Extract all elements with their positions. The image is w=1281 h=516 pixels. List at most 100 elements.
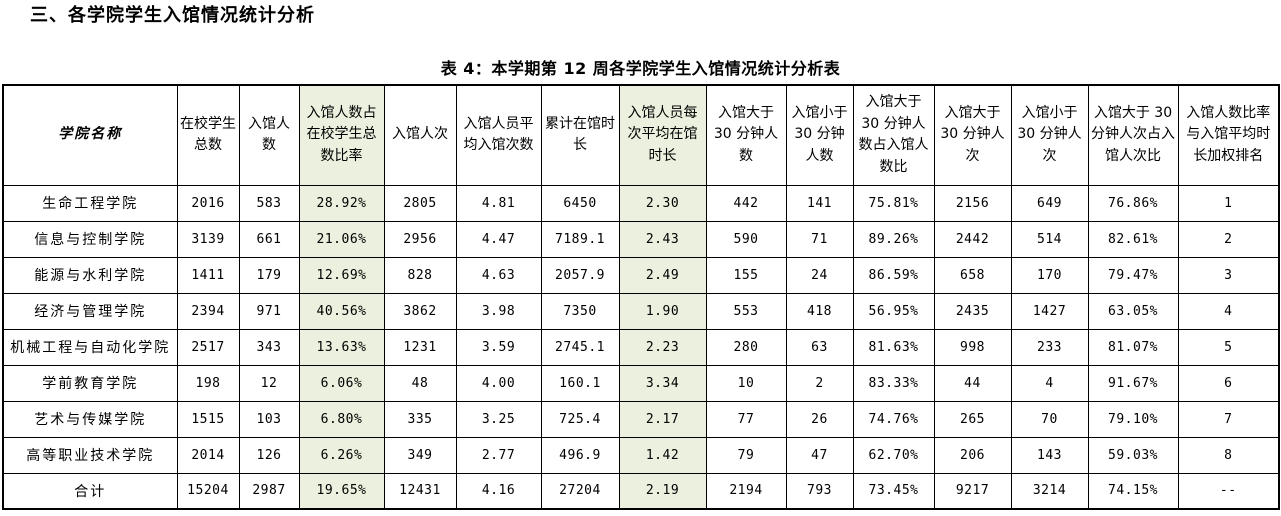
table-row: 艺术与传媒学院 1515 103 6.80% 335 3.25 725.4 2.17 77 26 7… bbox=[2, 400, 1280, 438]
data-cell: 583 bbox=[238, 184, 300, 222]
data-cell: 496.9 bbox=[540, 436, 620, 474]
data-cell: 3862 bbox=[383, 292, 457, 330]
data-cell: 2057.9 bbox=[540, 256, 620, 294]
data-cell: 62.70% bbox=[852, 436, 935, 474]
data-cell: 2.43 bbox=[618, 220, 707, 258]
data-cell: 4.81 bbox=[455, 184, 542, 222]
data-cell: 86.59% bbox=[852, 256, 935, 294]
data-cell: 5 bbox=[1177, 328, 1280, 366]
table-row: 学前教育学院 198 12 6.06% 48 4.00 160.1 3.34 10 2 83.33%… bbox=[2, 364, 1280, 402]
data-cell: 63 bbox=[785, 328, 854, 366]
data-cell: 6450 bbox=[540, 184, 620, 222]
data-cell: 514 bbox=[1010, 220, 1089, 258]
data-cell: 19.65% bbox=[298, 472, 385, 510]
table-row: 高等职业技术学院 2014 126 6.26% 349 2.77 496.9 1.42 79 47… bbox=[2, 436, 1280, 474]
data-cell: 1411 bbox=[176, 256, 240, 294]
data-cell: 442 bbox=[705, 184, 787, 222]
data-cell: 179 bbox=[238, 256, 300, 294]
data-cell: 7 bbox=[1177, 400, 1280, 438]
data-cell: 81.07% bbox=[1087, 328, 1179, 366]
data-cell: 793 bbox=[785, 472, 854, 510]
college-name-cell: 合计 bbox=[2, 472, 178, 510]
data-cell: 661 bbox=[238, 220, 300, 258]
data-cell: 10 bbox=[705, 364, 787, 402]
college-name-cell: 信息与控制学院 bbox=[2, 220, 178, 258]
data-cell: 6.26% bbox=[298, 436, 385, 474]
data-cell: 74.76% bbox=[852, 400, 935, 438]
column-header-7: 入馆人员每次平均在馆时长 bbox=[618, 84, 707, 186]
data-cell: 2.19 bbox=[618, 472, 707, 510]
data-cell: -- bbox=[1177, 472, 1280, 510]
column-header-6: 累计在馆时长 bbox=[540, 84, 620, 186]
data-cell: 2805 bbox=[383, 184, 457, 222]
data-cell: 2 bbox=[785, 364, 854, 402]
data-cell: 725.4 bbox=[540, 400, 620, 438]
data-cell: 2.17 bbox=[618, 400, 707, 438]
data-cell: 828 bbox=[383, 256, 457, 294]
college-name-cell: 艺术与传媒学院 bbox=[2, 400, 178, 438]
table-row: 生命工程学院 2016 583 28.92% 2805 4.81 6450 2.30 442 14… bbox=[2, 184, 1280, 222]
data-cell: 1.90 bbox=[618, 292, 707, 330]
data-cell: 3.34 bbox=[618, 364, 707, 402]
data-cell: 7350 bbox=[540, 292, 620, 330]
data-cell: 44 bbox=[933, 364, 1012, 402]
data-cell: 2014 bbox=[176, 436, 240, 474]
data-cell: 8 bbox=[1177, 436, 1280, 474]
data-cell: 2.30 bbox=[618, 184, 707, 222]
data-cell: 553 bbox=[705, 292, 787, 330]
data-cell: 75.81% bbox=[852, 184, 935, 222]
table-row: 经济与管理学院 2394 971 40.56% 3862 3.98 7350 1.90 553 4… bbox=[2, 292, 1280, 330]
data-cell: 70 bbox=[1010, 400, 1089, 438]
data-cell: 76.86% bbox=[1087, 184, 1179, 222]
data-cell: 170 bbox=[1010, 256, 1089, 294]
data-cell: 7189.1 bbox=[540, 220, 620, 258]
table-body: 生命工程学院 2016 583 28.92% 2805 4.81 6450 2.30 442 14… bbox=[2, 184, 1280, 510]
data-cell: 4.00 bbox=[455, 364, 542, 402]
data-cell: 47 bbox=[785, 436, 854, 474]
data-cell: 198 bbox=[176, 364, 240, 402]
data-cell: 160.1 bbox=[540, 364, 620, 402]
data-cell: 2442 bbox=[933, 220, 1012, 258]
data-cell: 335 bbox=[383, 400, 457, 438]
column-header-9: 入馆小于 30 分钟人数 bbox=[785, 84, 854, 186]
data-cell: 998 bbox=[933, 328, 1012, 366]
data-cell: 12 bbox=[238, 364, 300, 402]
college-name-cell: 学前教育学院 bbox=[2, 364, 178, 402]
college-name-cell: 高等职业技术学院 bbox=[2, 436, 178, 474]
column-header-0: 学院名称 bbox=[2, 84, 178, 186]
data-cell: 6 bbox=[1177, 364, 1280, 402]
table-row: 能源与水利学院 1411 179 12.69% 828 4.63 2057.9 2.49 155… bbox=[2, 256, 1280, 294]
data-cell: 4.47 bbox=[455, 220, 542, 258]
column-header-10: 入馆大于 30 分钟人数占入馆人数比 bbox=[852, 84, 935, 186]
data-cell: 1 bbox=[1177, 184, 1280, 222]
data-cell: 56.95% bbox=[852, 292, 935, 330]
data-cell: 74.15% bbox=[1087, 472, 1179, 510]
data-cell: 13.63% bbox=[298, 328, 385, 366]
data-cell: 81.63% bbox=[852, 328, 935, 366]
data-cell: 2745.1 bbox=[540, 328, 620, 366]
college-name-cell: 生命工程学院 bbox=[2, 184, 178, 222]
college-name-cell: 能源与水利学院 bbox=[2, 256, 178, 294]
data-cell: 590 bbox=[705, 220, 787, 258]
data-cell: 40.56% bbox=[298, 292, 385, 330]
column-header-1: 在校学生总数 bbox=[176, 84, 240, 186]
data-cell: 2.77 bbox=[455, 436, 542, 474]
data-cell: 83.33% bbox=[852, 364, 935, 402]
data-cell: 280 bbox=[705, 328, 787, 366]
table-row: 信息与控制学院 3139 661 21.06% 2956 4.47 7189.1 2.43 59… bbox=[2, 220, 1280, 258]
data-cell: 658 bbox=[933, 256, 1012, 294]
data-cell: 12431 bbox=[383, 472, 457, 510]
data-cell: 126 bbox=[238, 436, 300, 474]
data-cell: 27204 bbox=[540, 472, 620, 510]
college-name-cell: 经济与管理学院 bbox=[2, 292, 178, 330]
data-cell: 82.61% bbox=[1087, 220, 1179, 258]
column-header-12: 入馆小于 30 分钟人次 bbox=[1010, 84, 1089, 186]
data-cell: 71 bbox=[785, 220, 854, 258]
data-cell: 2394 bbox=[176, 292, 240, 330]
column-header-14: 入馆人数比率与入馆平均时长加权排名 bbox=[1177, 84, 1280, 186]
data-cell: 3139 bbox=[176, 220, 240, 258]
column-header-11: 入馆大于 30 分钟人次 bbox=[933, 84, 1012, 186]
data-cell: 1.42 bbox=[618, 436, 707, 474]
data-cell: 1515 bbox=[176, 400, 240, 438]
data-cell: 103 bbox=[238, 400, 300, 438]
